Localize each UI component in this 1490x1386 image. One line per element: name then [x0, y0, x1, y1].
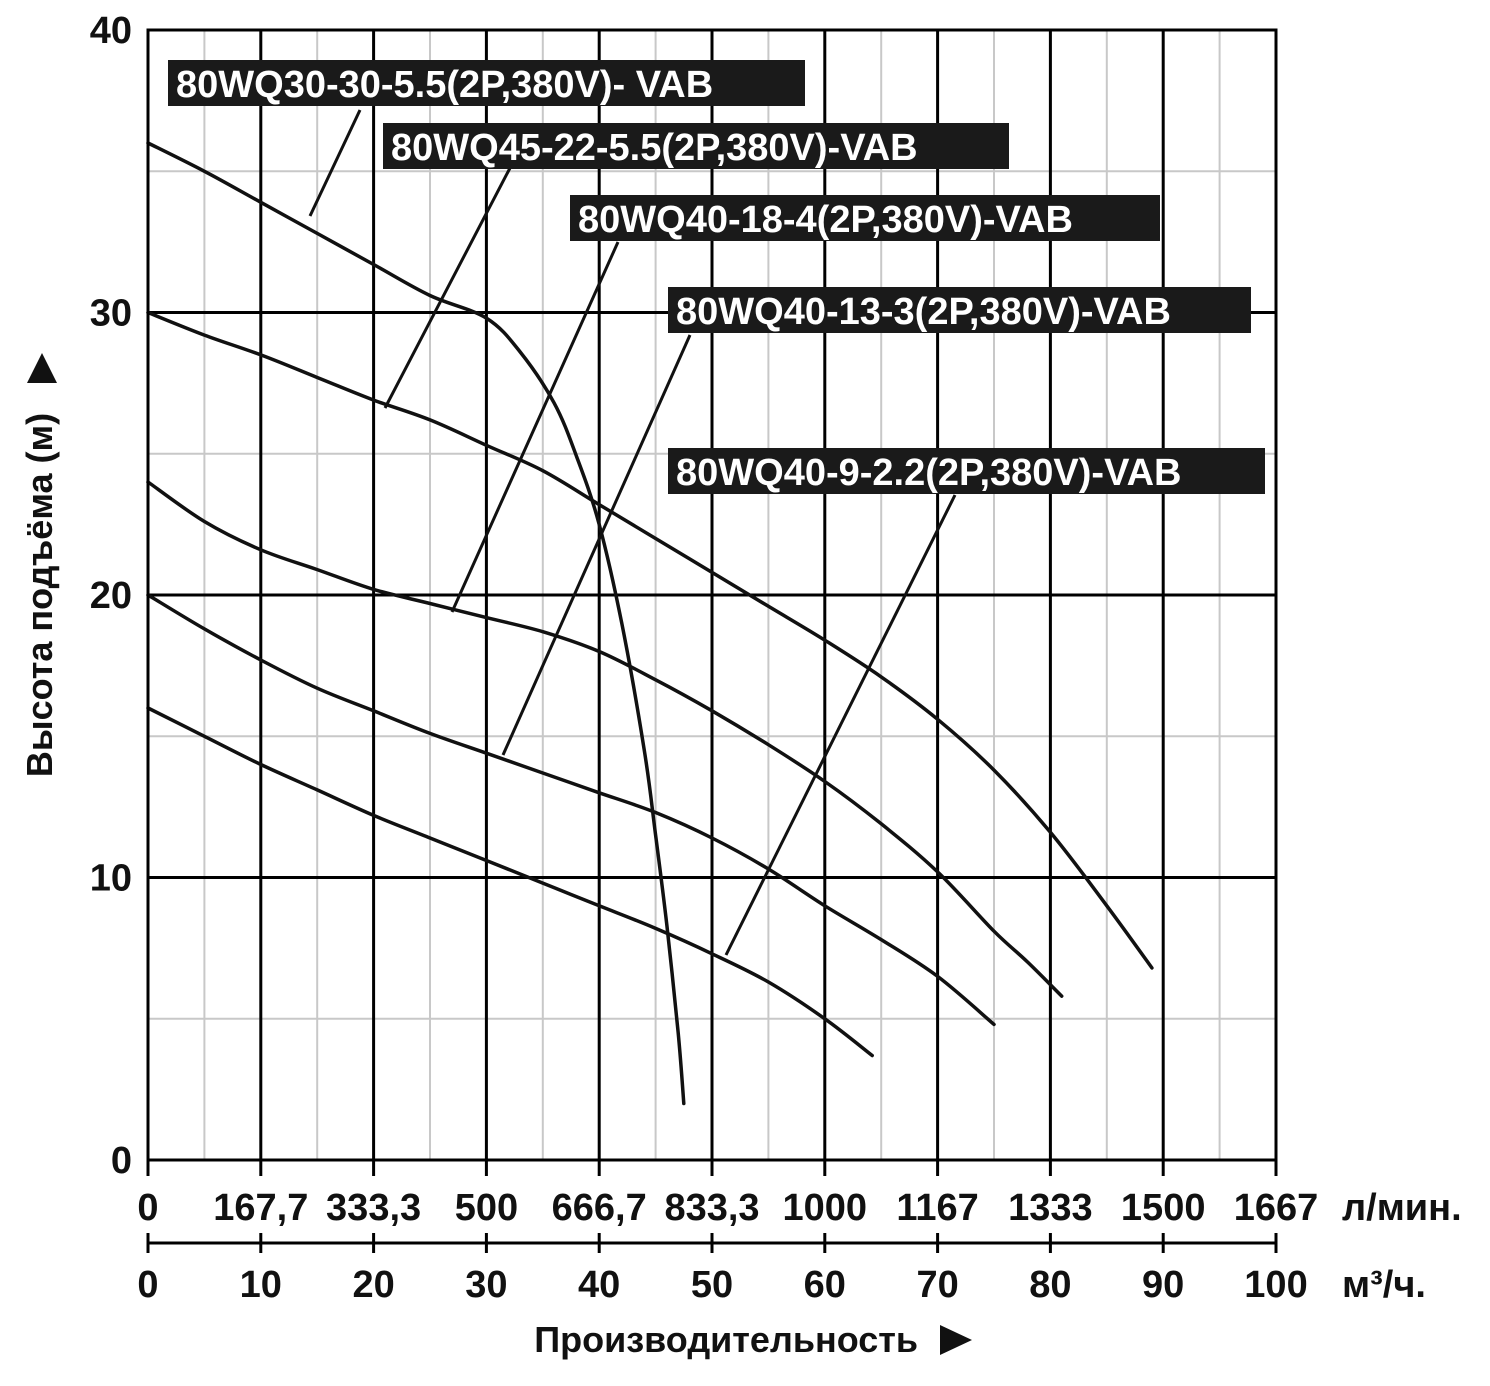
series-label: 80WQ40-9-2.2(2P,380V)-VAB [668, 448, 1265, 494]
label-leader-lines [308, 109, 957, 956]
x-tick-label-m3h: 10 [240, 1264, 282, 1306]
leader-line [724, 494, 957, 956]
y-tick-label: 0 [111, 1140, 132, 1182]
x-tick-label-lmin: 500 [455, 1187, 518, 1229]
y-tick-label: 20 [90, 575, 132, 617]
series-label-text: 80WQ45-22-5.5(2P,380V)-VAB [391, 127, 918, 169]
x-tick-label-lmin: 1667 [1234, 1187, 1319, 1229]
series-curve [146, 310, 1154, 970]
series-label: 80WQ30-30-5.5(2P,380V)- VAB [168, 60, 805, 106]
series-label-box [668, 287, 1251, 333]
x-tick-label-lmin: 1167 [896, 1187, 978, 1229]
x-tick-label-m3h: 50 [691, 1264, 733, 1306]
series-label-text: 80WQ40-13-3(2P,380V)-VAB [676, 291, 1171, 333]
y-axis-tick-labels: 0 10 20 30 40 [90, 10, 132, 1182]
series-label-text: 80WQ30-30-5.5(2P,380V)- VAB [176, 64, 713, 106]
x-tick-label-m3h: 70 [916, 1264, 958, 1306]
y-tick-label: 30 [90, 293, 132, 335]
y-tick-label: 40 [90, 10, 132, 52]
y-axis-title: Высота подъёма (м) [19, 413, 60, 777]
series-label-box [570, 195, 1160, 241]
x-tick-label-m3h: 30 [465, 1264, 507, 1306]
x-tick-label-m3h: 80 [1029, 1264, 1071, 1306]
series-curve [146, 141, 686, 1106]
unit-lmin: л/мин. [1342, 1187, 1462, 1229]
x-tick-label-lmin: 1000 [783, 1187, 868, 1229]
series-label-box [383, 123, 1009, 169]
x-axis-title: Производительность [534, 1319, 918, 1360]
x-axis-lmin: 0 167,7 333,3 500 666,7 833,3 1000 1167 1333 1500… [137, 1158, 1319, 1229]
y-axis-arrow-icon [27, 353, 57, 383]
leader-line [501, 334, 692, 756]
series-label-box [168, 60, 805, 106]
series-curve [146, 593, 996, 1027]
series-label-text: 80WQ40-9-2.2(2P,380V)-VAB [676, 452, 1182, 494]
series-labels: 80WQ30-30-5.5(2P,380V)- VAB 80WQ45-22-5.5… [168, 60, 1265, 494]
series-label-text: 80WQ40-18-4(2P,380V)-VAB [578, 199, 1073, 241]
pump-curves [146, 141, 1154, 1106]
x-axis-arrow-icon [940, 1325, 972, 1355]
leader-line [383, 167, 512, 409]
series-curve [146, 480, 1064, 998]
x-tick-label-lmin: 833,3 [664, 1187, 759, 1229]
leader-line [308, 109, 362, 217]
x-tick-label-m3h: 90 [1142, 1264, 1184, 1306]
series-label: 80WQ45-22-5.5(2P,380V)-VAB [383, 123, 1009, 169]
series-curve [146, 706, 874, 1058]
series-label: 80WQ40-13-3(2P,380V)-VAB [668, 287, 1251, 333]
x-tick-label-m3h: 100 [1244, 1264, 1307, 1306]
x-tick-label-m3h: 0 [137, 1264, 158, 1306]
x-axis-m3h: 0 10 20 30 40 50 60 70 80 90 100 [137, 1233, 1308, 1306]
x-tick-label-m3h: 20 [352, 1264, 394, 1306]
x-tick-label-lmin: 1333 [1008, 1187, 1093, 1229]
x-tick-label-m3h: 60 [804, 1264, 846, 1306]
x-tick-label-lmin: 1500 [1121, 1187, 1206, 1229]
leader-line [450, 241, 620, 613]
x-tick-label-lmin: 167,7 [213, 1187, 308, 1229]
series-label-box [668, 448, 1265, 494]
x-tick-label-m3h: 40 [578, 1264, 620, 1306]
x-tick-label-lmin: 0 [137, 1187, 158, 1229]
x-tick-label-lmin: 666,7 [552, 1187, 647, 1229]
y-tick-label: 10 [90, 858, 132, 900]
unit-m3h: м³/ч. [1342, 1264, 1426, 1306]
series-label: 80WQ40-18-4(2P,380V)-VAB [570, 195, 1160, 241]
x-tick-label-lmin: 333,3 [326, 1187, 421, 1229]
